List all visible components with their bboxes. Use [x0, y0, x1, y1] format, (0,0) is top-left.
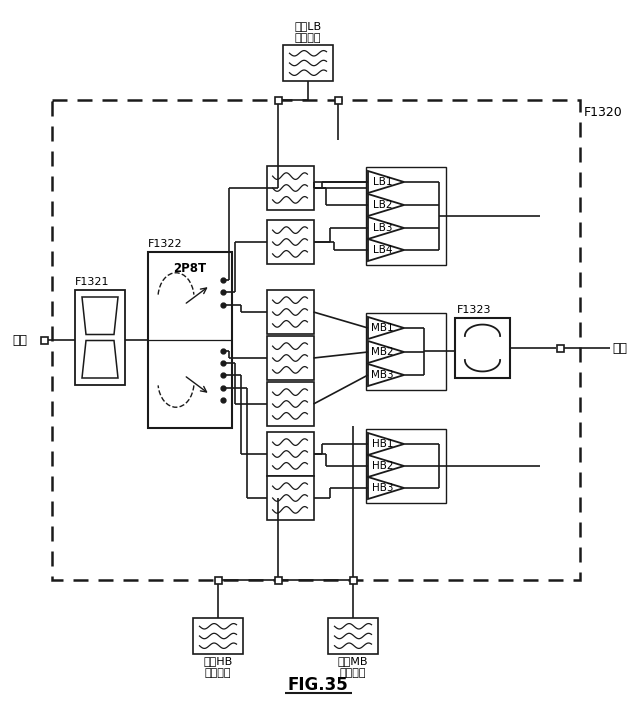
Text: 入力: 入力	[13, 334, 28, 347]
Bar	[335, 96, 342, 103]
Bar	[266, 220, 314, 264]
Bar	[366, 167, 446, 265]
Bar	[214, 577, 221, 583]
Text: HB3: HB3	[372, 483, 393, 493]
Bar	[148, 252, 232, 428]
Text: LB4: LB4	[372, 245, 392, 255]
Bar	[349, 577, 356, 583]
Bar	[266, 432, 314, 476]
Text: F1320: F1320	[584, 106, 623, 119]
Bar	[266, 290, 314, 334]
Bar	[283, 45, 333, 81]
Text: HB2: HB2	[372, 461, 393, 471]
Bar	[275, 96, 282, 103]
Bar	[266, 382, 314, 426]
Text: MB3: MB3	[371, 370, 394, 380]
Bar	[193, 618, 243, 654]
Bar	[266, 336, 314, 380]
Text: F1323: F1323	[457, 305, 492, 315]
Text: HB1: HB1	[372, 439, 393, 449]
Text: 外部LB
フィルタ: 外部LB フィルタ	[294, 21, 321, 43]
Bar	[366, 429, 446, 503]
Text: LB1: LB1	[372, 177, 392, 187]
Bar	[40, 337, 47, 344]
Bar	[266, 476, 314, 520]
Bar	[75, 290, 125, 385]
Bar	[275, 577, 282, 583]
Bar	[557, 344, 563, 352]
Text: 出力: 出力	[612, 342, 627, 354]
Text: F1322: F1322	[148, 239, 182, 249]
Text: F1321: F1321	[75, 277, 109, 287]
Text: 2P8T: 2P8T	[173, 262, 207, 275]
Bar	[52, 100, 580, 580]
Text: FIG.35: FIG.35	[287, 676, 348, 694]
Text: LB3: LB3	[372, 223, 392, 233]
Bar	[328, 618, 378, 654]
Text: MB1: MB1	[371, 323, 394, 333]
Text: MB2: MB2	[371, 347, 394, 357]
Bar	[366, 313, 446, 390]
Bar	[455, 318, 510, 378]
Text: 外部HB
フィルタ: 外部HB フィルタ	[204, 656, 232, 678]
Text: 外部MB
フィルタ: 外部MB フィルタ	[338, 656, 368, 678]
Text: LB2: LB2	[372, 200, 392, 210]
Bar	[266, 166, 314, 210]
